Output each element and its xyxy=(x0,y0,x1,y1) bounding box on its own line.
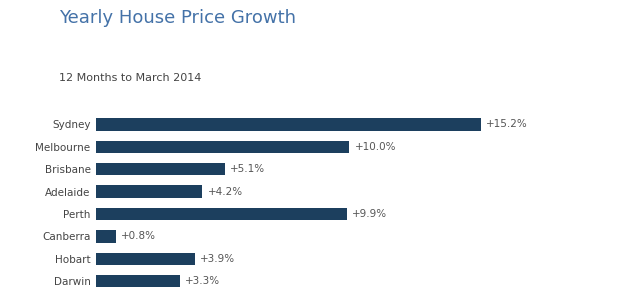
Bar xyxy=(96,275,180,287)
Bar xyxy=(96,141,350,153)
Text: +15.2%: +15.2% xyxy=(486,120,528,129)
Text: +4.2%: +4.2% xyxy=(208,187,242,197)
Text: +9.9%: +9.9% xyxy=(352,209,387,219)
Text: +5.1%: +5.1% xyxy=(231,164,265,174)
Bar xyxy=(96,163,225,175)
Text: +0.8%: +0.8% xyxy=(122,231,156,242)
Text: +3.9%: +3.9% xyxy=(200,254,235,264)
Bar xyxy=(96,118,481,131)
Text: 12 Months to March 2014: 12 Months to March 2014 xyxy=(59,73,202,83)
Text: +10.0%: +10.0% xyxy=(355,142,396,152)
Bar xyxy=(96,253,195,265)
Bar xyxy=(96,230,117,242)
Text: +3.3%: +3.3% xyxy=(185,276,220,286)
Bar xyxy=(96,208,347,220)
Bar xyxy=(96,185,203,198)
Text: Yearly House Price Growth: Yearly House Price Growth xyxy=(59,9,296,27)
